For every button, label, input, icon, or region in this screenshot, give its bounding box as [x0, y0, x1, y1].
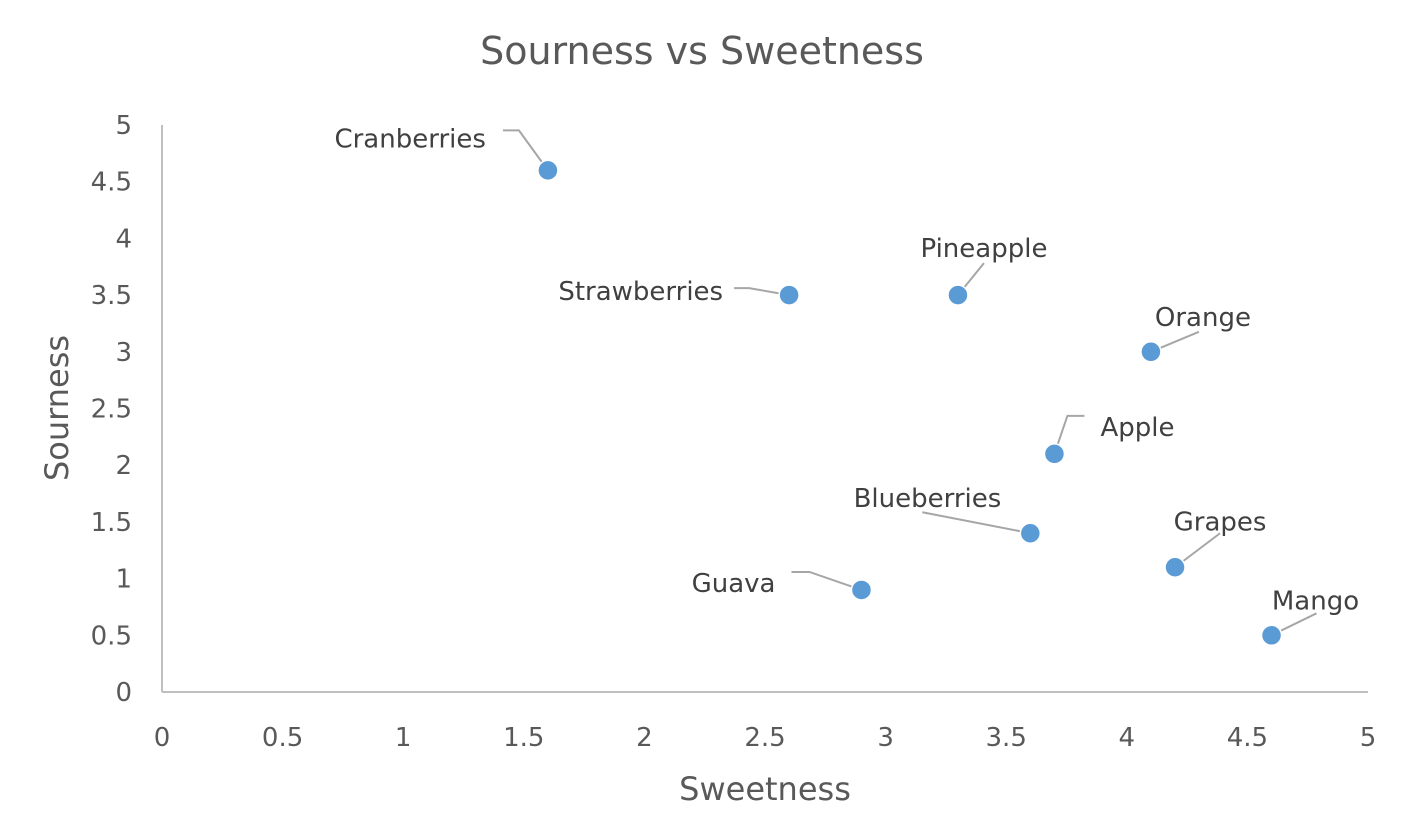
y-tick-label: 5	[115, 111, 132, 141]
y-tick-label: 3	[115, 338, 132, 368]
leader-line	[1053, 414, 1085, 455]
leader-line	[791, 570, 862, 591]
data-label: Apple	[1100, 413, 1174, 443]
data-point	[537, 159, 559, 182]
x-tick-label: 3.5	[986, 723, 1027, 753]
leader-line	[734, 287, 790, 297]
y-axis-label: Sourness	[38, 335, 76, 481]
data-label: Cranberries	[334, 124, 485, 154]
x-axis-ticks: 0 0.5 1 1.5 2 2.5 3 3.5 4 4.5 5	[154, 723, 1377, 753]
chart-title: Sourness vs Sweetness	[480, 29, 924, 73]
data-point	[947, 284, 969, 306]
y-tick-label: 2	[115, 451, 132, 481]
x-tick-label: 4.5	[1227, 723, 1268, 753]
data-points	[537, 159, 1283, 647]
data-label: Blueberries	[854, 484, 1002, 514]
x-tick-label: 0	[154, 723, 171, 753]
y-tick-label: 3.5	[91, 281, 132, 311]
x-tick-label: 3	[877, 723, 894, 753]
x-tick-label: 5	[1360, 723, 1377, 753]
leader-line	[922, 511, 1031, 535]
x-tick-label: 2.5	[744, 723, 785, 753]
y-tick-label: 4	[115, 224, 132, 254]
data-point	[1164, 556, 1186, 579]
data-point	[778, 284, 800, 306]
x-tick-label: 0.5	[262, 723, 303, 753]
x-tick-label: 4	[1119, 723, 1136, 753]
y-tick-label: 1.5	[91, 508, 132, 538]
data-labels: Cranberries Strawberries Pineapple Orange Ap…	[334, 124, 1359, 616]
y-tick-label: 2.5	[91, 395, 132, 425]
data-label: Pineapple	[920, 234, 1047, 264]
data-point	[1019, 522, 1042, 544]
data-label: Mango	[1272, 586, 1359, 616]
leader-lines	[502, 129, 1317, 637]
data-label: Strawberries	[558, 277, 723, 307]
x-tick-label: 1.5	[503, 723, 544, 753]
data-point	[1140, 341, 1162, 363]
y-tick-label: 0.5	[91, 621, 132, 651]
y-tick-label: 0	[115, 678, 132, 708]
y-tick-label: 1	[115, 565, 132, 595]
data-label: Guava	[692, 569, 776, 599]
data-point	[1043, 443, 1066, 465]
x-tick-label: 1	[395, 723, 412, 753]
y-axis-ticks: 0 0.5 1 1.5 2 2.5 3 3.5 4 4.5 5	[91, 111, 132, 708]
x-axis-label: Sweetness	[679, 770, 851, 808]
data-point	[1260, 624, 1283, 647]
data-point	[850, 579, 873, 601]
data-label: Orange	[1155, 303, 1251, 333]
data-label: Grapes	[1174, 507, 1267, 537]
leader-line	[502, 129, 549, 171]
y-tick-label: 4.5	[91, 168, 132, 198]
x-tick-label: 2	[636, 723, 653, 753]
